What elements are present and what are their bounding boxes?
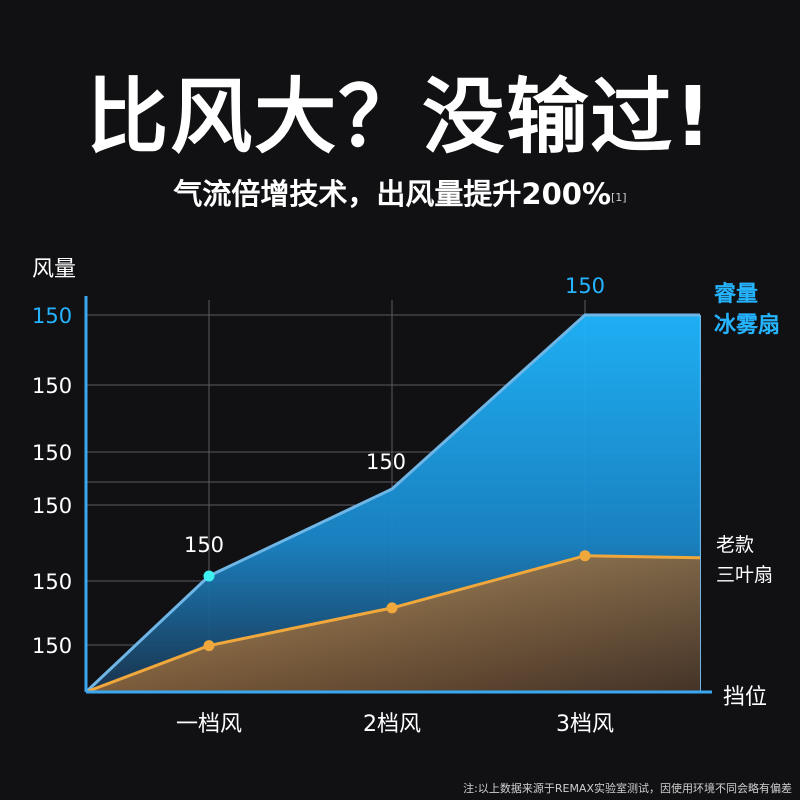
data-label-blue-1: 150	[184, 533, 224, 557]
point-orange-3	[579, 550, 591, 562]
footnote: 注:以上数据来源于REMAX实验室测试，因使用环境不同会略有偏差	[463, 782, 792, 795]
series-line-blue	[84, 313, 700, 694]
series-area-orange	[86, 555, 700, 692]
x-tick-label-2: 2档风	[363, 712, 421, 737]
subline-note-mark: [1]	[611, 191, 627, 204]
axes	[84, 296, 712, 694]
point-orange-1	[203, 640, 215, 652]
y-axis-label: 风量	[32, 257, 76, 282]
data-label-blue-3: 150	[565, 274, 605, 298]
legend-blue-line-2: 冰雾扇	[714, 312, 780, 338]
marks	[203, 550, 591, 652]
y-tick-label-3: 150	[32, 441, 72, 465]
y-tick-label-1: 150	[32, 304, 72, 328]
legend-orange-line-2: 三叶扇	[716, 564, 773, 586]
y-tick-label-4: 150	[32, 494, 72, 518]
data-label-blue-2: 150	[366, 450, 406, 474]
x-tick-label-1: 一档风	[176, 712, 242, 737]
point-orange-2	[386, 602, 398, 614]
headline: 比风大？没输过!	[86, 70, 714, 165]
subline-text: 气流倍增技术，出风量提升200%	[173, 177, 611, 211]
subline: 气流倍增技术，出风量提升200%[1]	[0, 174, 800, 214]
y-tick-label-5: 150	[32, 570, 72, 594]
legend-orange-line-1: 老款	[716, 534, 754, 556]
point-blue-1	[203, 570, 215, 582]
y-tick-label-2: 150	[32, 374, 72, 398]
y-tick-label-6: 150	[32, 634, 72, 658]
legend-blue-line-1: 睿量	[714, 282, 758, 307]
x-tick-label-3: 3档风	[556, 712, 614, 737]
x-axis-label: 挡位	[723, 685, 767, 710]
